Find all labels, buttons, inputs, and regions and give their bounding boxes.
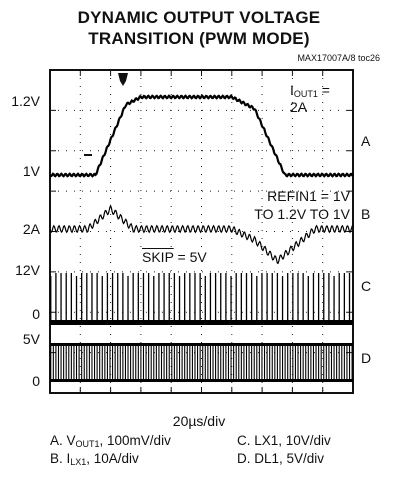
channel-label-b: B xyxy=(361,206,371,222)
trace-d-highline xyxy=(50,343,353,346)
timebase-label: 20µs/div xyxy=(172,413,226,429)
trace-c-baseline xyxy=(50,320,353,325)
y-label-12v: 12V xyxy=(15,262,40,278)
trigger-marker xyxy=(118,73,128,86)
y-label-5v: 5V xyxy=(22,331,40,347)
trace-d-baseline xyxy=(50,379,353,382)
legend-c: C. LX1, 10V/div xyxy=(237,433,331,448)
trace-a-vout1 xyxy=(49,94,354,178)
legend-d: D. DL1, 5V/div xyxy=(237,451,325,466)
trace-b-ilx1 xyxy=(49,204,353,265)
y-label-0-c: 0 xyxy=(32,306,40,322)
refin-annotation-line-2: TO 1.2V TO 1V xyxy=(254,206,350,222)
y-label-1.2v: 1.2V xyxy=(11,93,40,109)
refin-annotation-line-1: REFIN1 = 1V xyxy=(267,188,350,204)
channel-label-d: D xyxy=(361,350,372,366)
legend-a: A. VOUT1, 100mV/div xyxy=(50,433,171,449)
skip-annotation: SKIP = 5V xyxy=(140,249,209,265)
iout-annotation: IOUT1 = 2A xyxy=(290,82,330,115)
y-label-1v: 1V xyxy=(22,163,40,179)
channel-label-a: A xyxy=(361,133,371,149)
y-label-0-d: 0 xyxy=(32,373,40,389)
chart-title-line-2: TRANSITION (PWM MODE) xyxy=(88,29,310,48)
legend-b: B. ILX1, 10A/div xyxy=(50,451,139,467)
chart-title-line-1: DYNAMIC OUTPUT VOLTAGE xyxy=(77,8,321,27)
y-label-2a: 2A xyxy=(22,221,40,237)
channel-label-c: C xyxy=(361,278,372,294)
figure-id: MAX17007A/8 toc26 xyxy=(297,53,380,63)
